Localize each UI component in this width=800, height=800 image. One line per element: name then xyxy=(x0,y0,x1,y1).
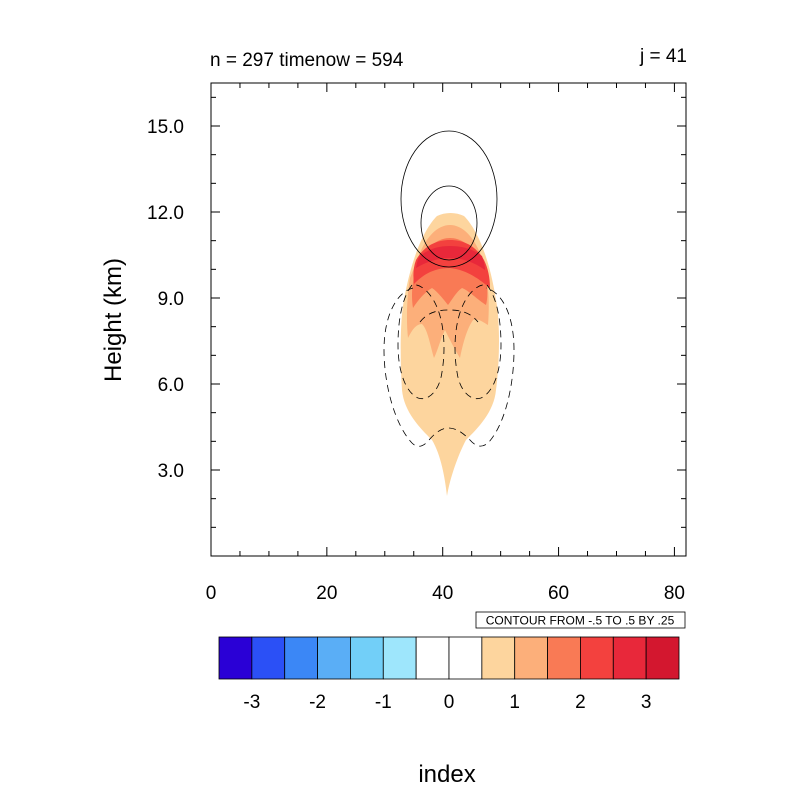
y-tick-label: 12.0 xyxy=(147,203,184,224)
x-tick-label: 40 xyxy=(432,583,453,604)
colorbar-tick-label: 1 xyxy=(509,692,520,713)
colorbar-swatch xyxy=(218,636,253,680)
y-tick-label: 6.0 xyxy=(158,375,184,396)
colorbar-tick-label: 2 xyxy=(575,692,586,713)
filled-contours xyxy=(400,213,499,496)
title-right: j = 41 xyxy=(639,46,687,67)
contour-info-box: CONTOUR FROM -.5 TO .5 BY .25 xyxy=(475,611,686,629)
colorbar-labels: -3 -2 -1 0 1 2 3 xyxy=(243,692,651,713)
contour-line-dashed-left xyxy=(397,284,445,400)
contour-line-solid-inner xyxy=(420,185,478,261)
y-tick-label: 3.0 xyxy=(158,461,184,482)
colorbar-swatch xyxy=(645,636,680,680)
contour-line-dashed-outer xyxy=(383,287,515,447)
colorbar-swatch xyxy=(251,636,286,680)
colorbar xyxy=(218,636,680,680)
colorbar-swatch xyxy=(514,636,548,680)
x-tick-label: 80 xyxy=(664,583,685,604)
x-axis: 0 20 40 60 80 xyxy=(206,83,685,604)
x-tick-label: 0 xyxy=(206,583,217,604)
plot-area xyxy=(210,82,687,557)
x-axis-label: index xyxy=(418,761,475,788)
y-axis: 3.0 6.0 9.0 12.0 15.0 xyxy=(147,96,686,528)
colorbar-tick-label: -1 xyxy=(375,692,392,713)
title-left: n = 297 timenow = 594 xyxy=(210,50,404,71)
colorbar-swatch xyxy=(612,636,647,680)
colorbar-swatch xyxy=(547,636,581,680)
contour-info-text: CONTOUR FROM -.5 TO .5 BY .25 xyxy=(486,614,675,628)
colorbar-swatch xyxy=(448,636,483,680)
contour-line-solid-outer xyxy=(400,130,498,268)
colorbar-swatch xyxy=(284,636,318,680)
colorbar-swatch xyxy=(350,636,384,680)
colorbar-swatch xyxy=(481,636,516,680)
y-tick-label: 15.0 xyxy=(147,117,184,138)
colorbar-tick-label: -2 xyxy=(309,692,326,713)
filled-region-level-5 xyxy=(416,246,485,270)
y-axis-label: Height (km) xyxy=(100,258,127,382)
y-tick-label: 9.0 xyxy=(158,289,184,310)
x-tick-label: 60 xyxy=(548,583,569,604)
colorbar-swatch xyxy=(580,636,614,680)
colorbar-tick-label: -3 xyxy=(243,692,260,713)
colorbar-tick-label: 3 xyxy=(641,692,652,713)
colorbar-swatch xyxy=(317,636,351,680)
contour-line-dashed-right xyxy=(454,284,502,400)
line-contours xyxy=(383,130,515,447)
colorbar-swatch xyxy=(382,636,417,680)
colorbar-tick-label: 0 xyxy=(444,692,455,713)
x-tick-label: 20 xyxy=(316,583,337,604)
plot-frame xyxy=(210,82,687,557)
colorbar-swatch xyxy=(415,636,450,680)
